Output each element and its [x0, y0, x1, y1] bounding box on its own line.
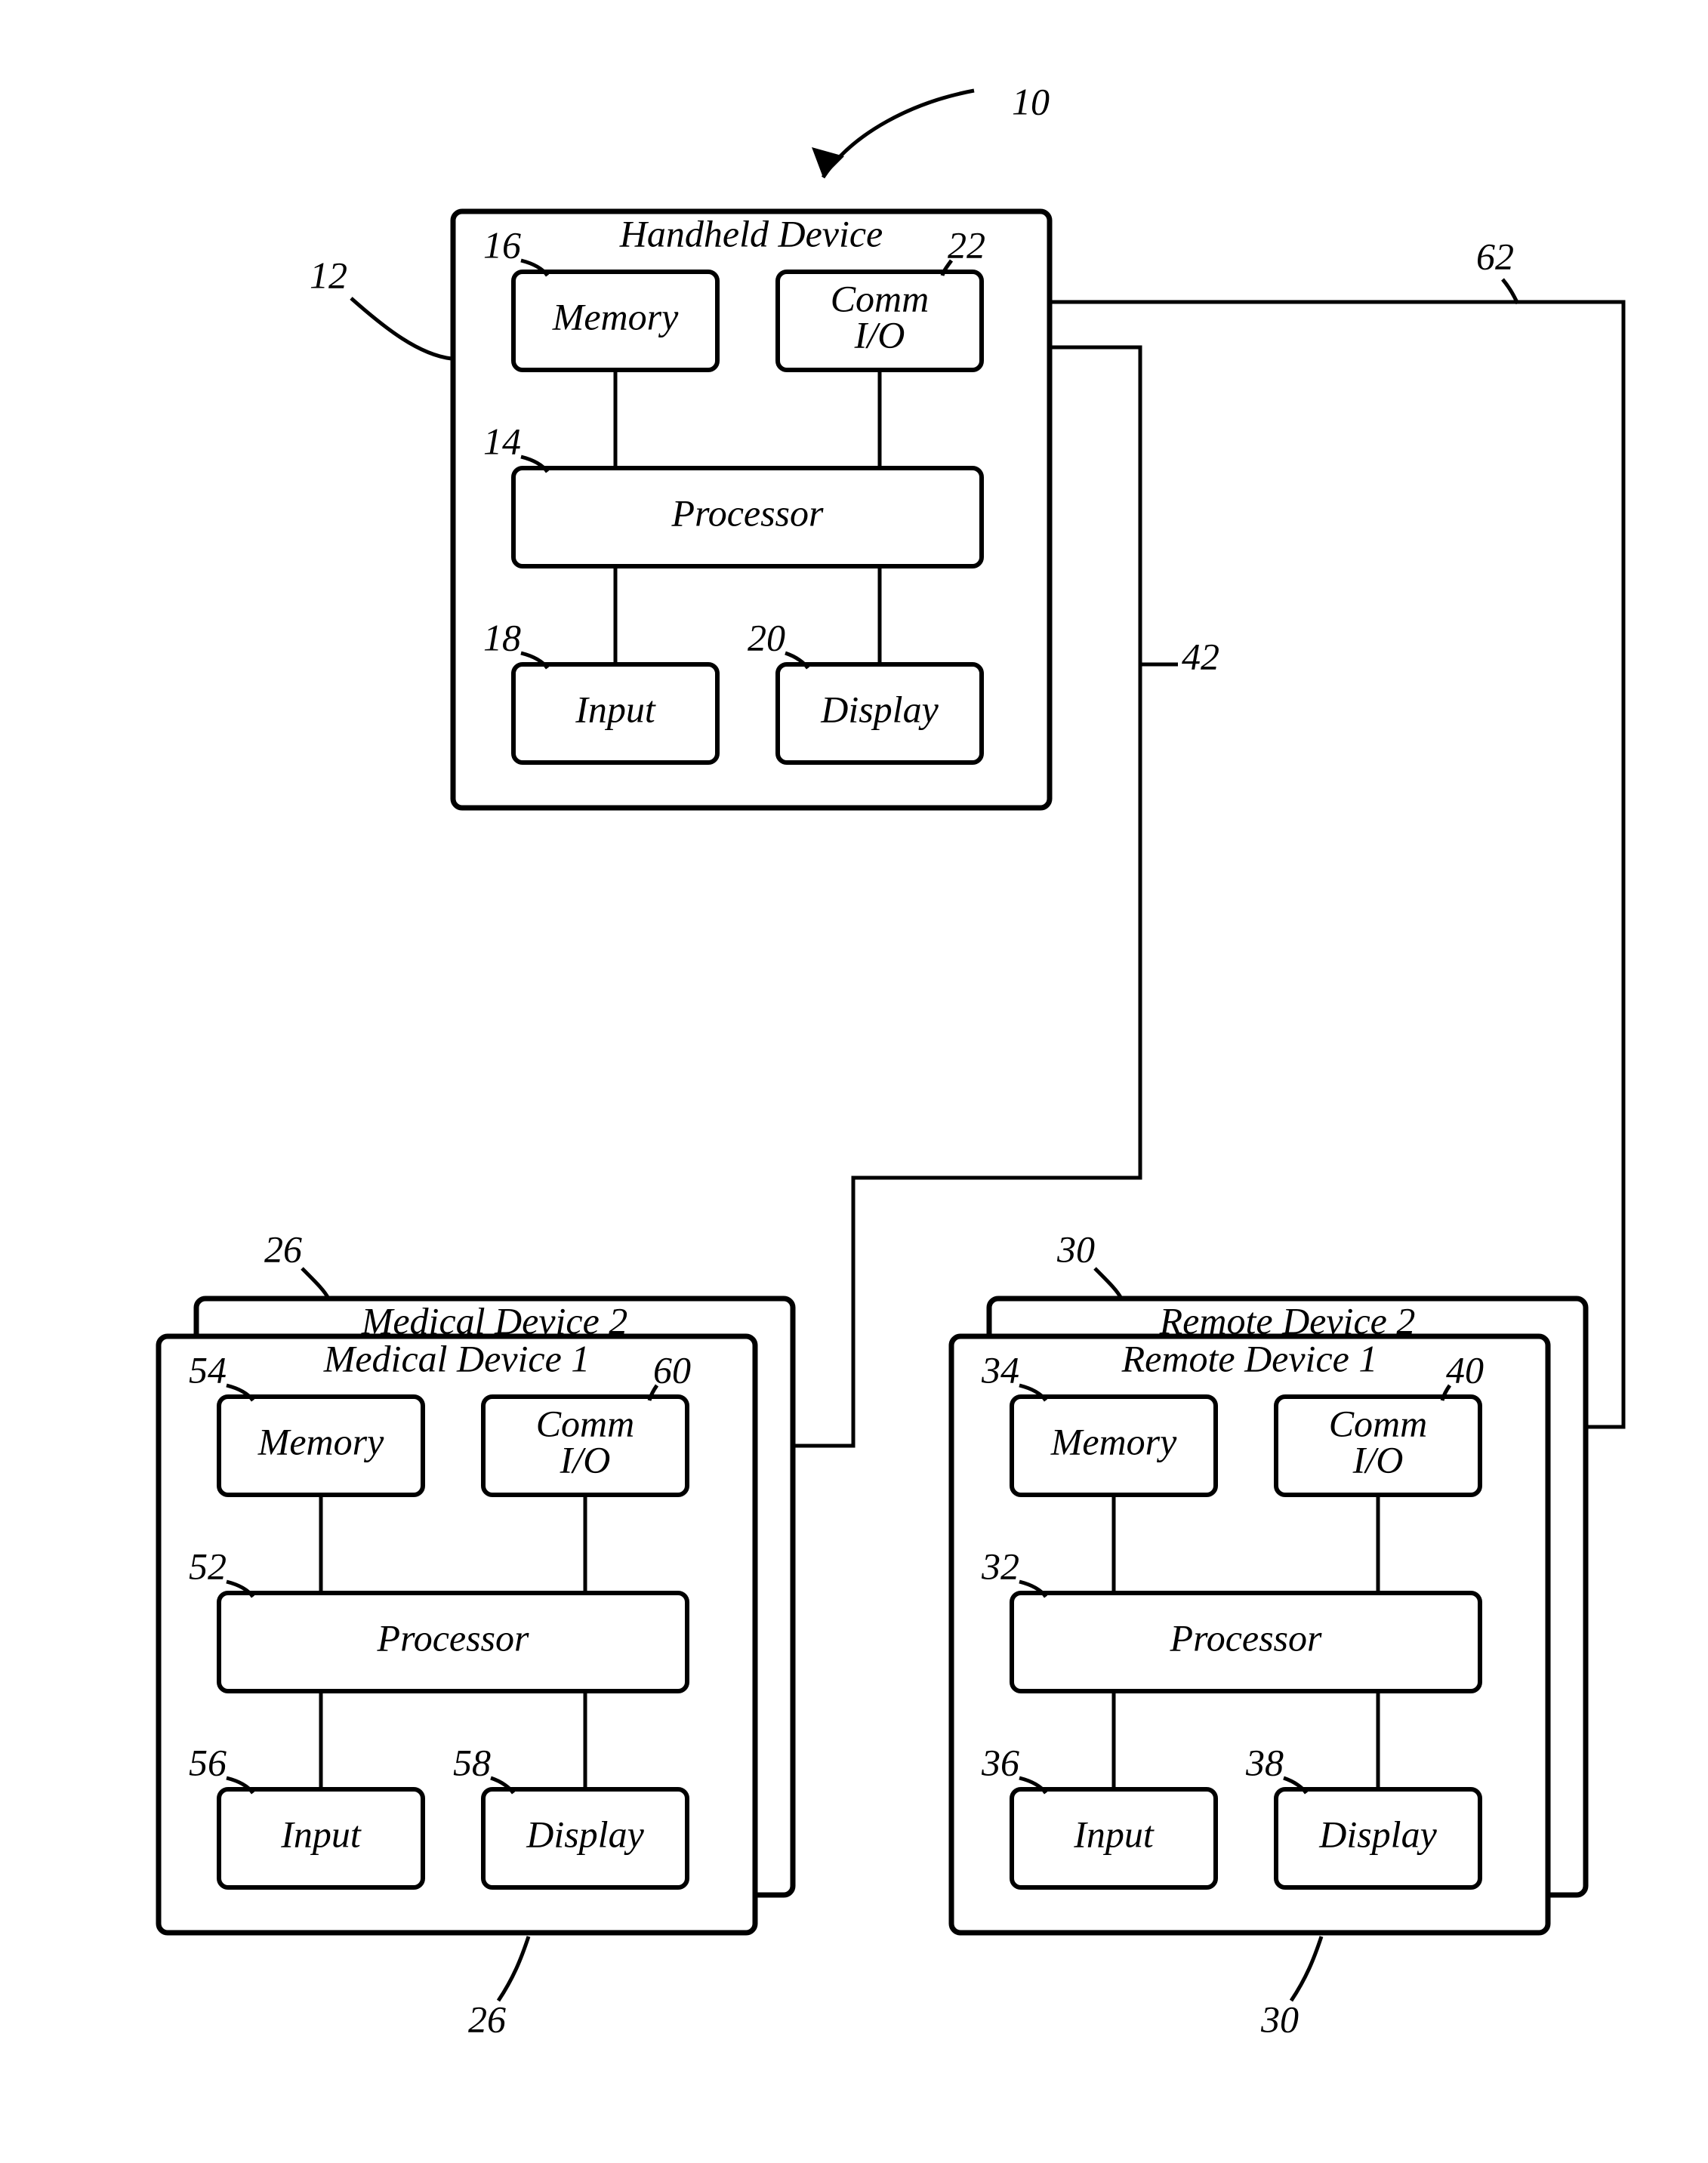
ref-r12: 12 [310, 254, 347, 296]
ref-r20: 20 [748, 616, 785, 658]
ref-r54: 54 [189, 1348, 227, 1391]
remote-display-label: Display [1318, 1813, 1437, 1855]
handheld-input-label: Input [575, 688, 656, 730]
ref-r30bot: 30 [1260, 1998, 1299, 2040]
remote-input-label: Input [1073, 1813, 1155, 1855]
ref-r60: 60 [653, 1348, 691, 1391]
ref-r36: 36 [981, 1741, 1019, 1783]
ref-r26top: 26 [264, 1228, 302, 1270]
ref-r14: 14 [483, 420, 521, 462]
ref-r40: 40 [1446, 1348, 1484, 1391]
ref-r26bot: 26 [468, 1998, 506, 2040]
ref-r34: 34 [981, 1348, 1019, 1391]
ref-r56: 56 [189, 1741, 227, 1783]
ref-42: 42 [1182, 635, 1219, 677]
medical-1-title: Medical Device 1 [323, 1337, 590, 1379]
ref-r32: 32 [981, 1545, 1019, 1587]
ref-r16: 16 [483, 223, 521, 266]
ref-62: 62 [1476, 235, 1514, 277]
handheld-title: Handheld Device [619, 212, 883, 254]
medical-memory-label: Memory [257, 1420, 384, 1462]
ref-r22: 22 [948, 223, 985, 266]
ref-r52: 52 [189, 1545, 227, 1587]
handheld-display-label: Display [820, 688, 939, 730]
handheld-processor-label: Processor [671, 491, 824, 534]
medical-input-label: Input [280, 1813, 362, 1855]
handheld-comm-label2: I/O [854, 313, 905, 356]
handheld-memory-label: Memory [552, 295, 679, 337]
remote-memory-label: Memory [1050, 1420, 1177, 1462]
ref-r58: 58 [453, 1741, 491, 1783]
medical-processor-label: Processor [377, 1616, 529, 1659]
ref-r18: 18 [483, 616, 521, 658]
remote-comm-label2: I/O [1352, 1438, 1404, 1481]
system-block-diagram: Handheld DeviceMemoryCommI/OProcessorInp… [0, 0, 1708, 2163]
ref-r38: 38 [1245, 1741, 1284, 1783]
medical-comm-label2: I/O [560, 1438, 611, 1481]
ref-r30top: 30 [1056, 1228, 1095, 1270]
remote-processor-label: Processor [1170, 1616, 1322, 1659]
medical-display-label: Display [526, 1813, 644, 1855]
ref-10: 10 [1012, 80, 1050, 122]
remote-1-title: Remote Device 1 [1121, 1337, 1378, 1379]
